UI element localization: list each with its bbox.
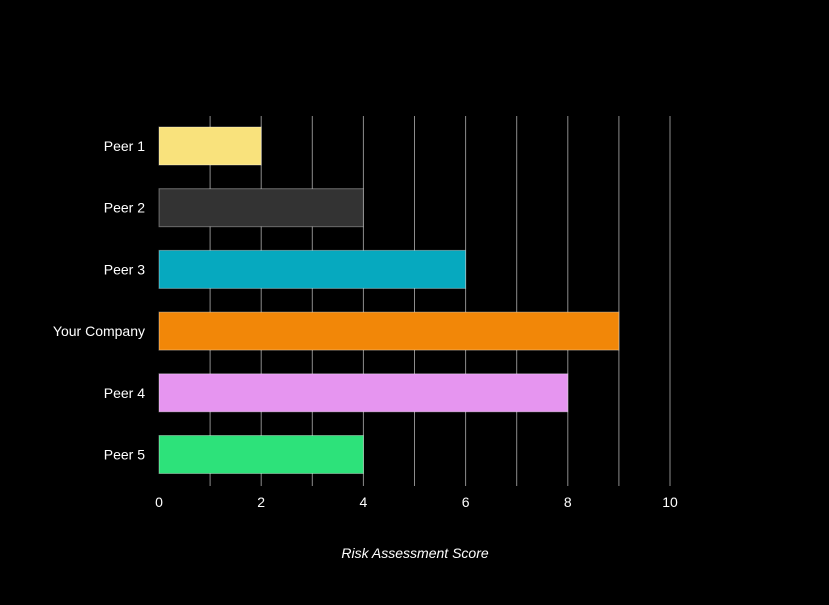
bar-peer-1[interactable] — [158, 126, 262, 166]
x-tick-label-2: 2 — [257, 494, 265, 510]
bar-peer-3[interactable] — [158, 249, 467, 289]
bar-peer-2[interactable] — [158, 188, 364, 228]
gridlines — [209, 116, 671, 486]
y-tick-label-peer-4: Peer 4 — [104, 385, 145, 401]
x-axis-title: Risk Assessment Score — [341, 545, 489, 561]
y-tick-label-peer-1: Peer 1 — [104, 138, 145, 154]
x-tick-label-10: 10 — [662, 494, 678, 510]
bar-your-company[interactable] — [158, 311, 620, 351]
x-axis-tick-labels: 0 2 4 6 8 10 — [155, 494, 678, 510]
x-tick-label-8: 8 — [564, 494, 572, 510]
x-tick-label-0: 0 — [155, 494, 163, 510]
y-axis-labels: Peer 1 Peer 2 Peer 3 Your Company Peer 4 Peer… — [53, 138, 145, 463]
bar-peer-4[interactable] — [158, 373, 569, 413]
y-tick-label-peer-3: Peer 3 — [104, 261, 145, 277]
bars — [158, 126, 620, 474]
bar-peer-5[interactable] — [158, 435, 364, 474]
y-tick-label-peer-2: Peer 2 — [104, 200, 145, 216]
x-tick-label-4: 4 — [360, 494, 368, 510]
x-tick-label-6: 6 — [462, 494, 470, 510]
y-tick-label-your-company: Your Company — [53, 323, 145, 339]
y-tick-label-peer-5: Peer 5 — [104, 447, 145, 463]
